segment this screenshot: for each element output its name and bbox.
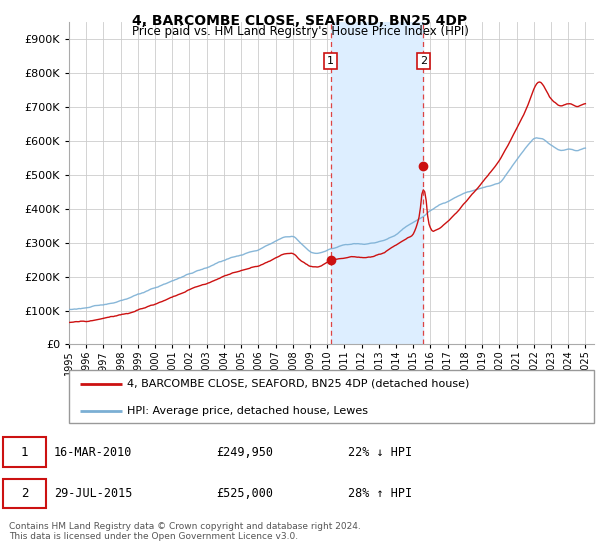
Text: 22% ↓ HPI: 22% ↓ HPI xyxy=(348,446,412,459)
Text: 29-JUL-2015: 29-JUL-2015 xyxy=(54,487,133,500)
Text: 4, BARCOMBE CLOSE, SEAFORD, BN25 4DP: 4, BARCOMBE CLOSE, SEAFORD, BN25 4DP xyxy=(133,14,467,28)
FancyBboxPatch shape xyxy=(3,437,46,467)
Text: 1: 1 xyxy=(21,446,28,459)
Text: 2: 2 xyxy=(419,56,427,66)
Text: 1: 1 xyxy=(327,56,334,66)
Text: 28% ↑ HPI: 28% ↑ HPI xyxy=(348,487,412,500)
Text: 4, BARCOMBE CLOSE, SEAFORD, BN25 4DP (detached house): 4, BARCOMBE CLOSE, SEAFORD, BN25 4DP (de… xyxy=(127,379,469,389)
Text: £249,950: £249,950 xyxy=(216,446,273,459)
Text: £525,000: £525,000 xyxy=(216,487,273,500)
Text: Contains HM Land Registry data © Crown copyright and database right 2024.
This d: Contains HM Land Registry data © Crown c… xyxy=(9,522,361,542)
Text: 2: 2 xyxy=(21,487,28,500)
Bar xyxy=(331,22,423,344)
Text: HPI: Average price, detached house, Lewes: HPI: Average price, detached house, Lewe… xyxy=(127,406,368,416)
Text: 16-MAR-2010: 16-MAR-2010 xyxy=(54,446,133,459)
Text: Price paid vs. HM Land Registry's House Price Index (HPI): Price paid vs. HM Land Registry's House … xyxy=(131,25,469,38)
FancyBboxPatch shape xyxy=(3,479,46,508)
